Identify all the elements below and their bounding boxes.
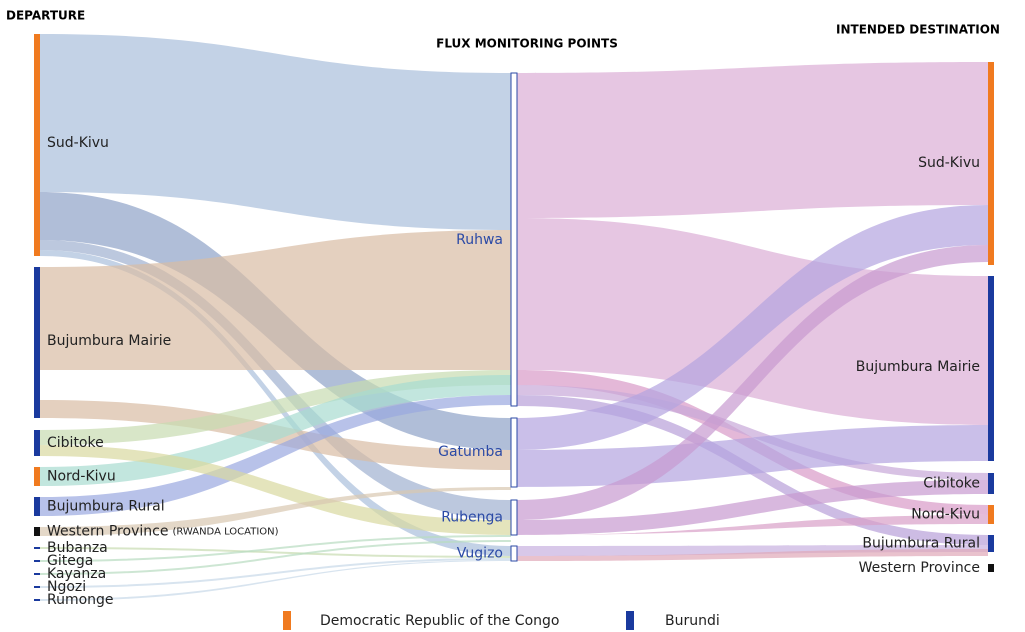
destination-node [988,535,994,552]
monitoring-header: FLUX MONITORING POINTS [436,37,618,51]
legend-swatch-drc [283,611,291,630]
flow [40,558,511,588]
destination-node [988,473,994,494]
departure-label: Rumonge [47,592,114,608]
departure-node [34,599,40,601]
flow [40,487,511,536]
departure-node [34,527,40,536]
destination-header: INTENDED DESTINATION [836,23,1000,37]
departure-label: Gitega [47,553,93,569]
departure-label: Kayanza [47,566,106,582]
monitoring-label: Rubenga [441,510,503,526]
monitoring-label: Vugizo [457,546,503,562]
flow [517,62,988,218]
departure-label: Bujumbura Mairie [47,333,171,349]
destination-node [988,564,994,572]
destination-label: Bujumbura Rural [862,536,980,552]
departure-label: Bubanza [47,540,108,556]
departure-label-note: (RWANDA LOCATION) [172,527,278,538]
destination-label: Western Province [859,560,980,576]
flow [40,547,511,558]
departure-header: DEPARTURE [6,9,85,23]
departure-label: Cibitoke [47,435,104,451]
flow [40,230,511,370]
monitoring-node [510,72,518,407]
departure-node [34,547,40,549]
destination-label: Cibitoke [923,476,980,492]
destination-label: Nord-Kivu [911,507,980,523]
nodes [34,34,994,601]
destination-label: Sud-Kivu [918,155,980,171]
flow [40,395,511,516]
departure-label: Nord-Kivu [47,469,116,485]
departure-node [34,467,40,486]
flow [517,549,988,561]
flow [40,34,511,230]
legend-label: Burundi [665,613,720,629]
destination-node [988,62,994,265]
departure-label: Sud-Kivu [47,135,109,151]
departure-node [34,586,40,588]
legend-label: Democratic Republic of the Congo [320,613,559,629]
monitoring-node [510,545,518,562]
destination-node [988,505,994,524]
flow [40,240,511,520]
monitoring-node [510,499,518,536]
flow [517,515,988,535]
flow [517,480,988,535]
monitoring-node [510,417,518,488]
flow [517,385,988,480]
flow [40,560,511,601]
departure-label: Western Province (RWANDA LOCATION) [47,524,279,540]
departure-node [34,430,40,456]
flow [40,540,511,575]
departure-node [34,497,40,516]
destination-label: Bujumbura Mairie [856,359,980,375]
departure-label: Bujumbura Rural [47,499,165,515]
departure-label: Ngozi [47,579,86,595]
flow [40,535,511,562]
destination-node [988,276,994,461]
departure-label-name: Western Province [47,524,168,540]
departure-node [34,267,40,418]
flow [517,245,988,520]
flow [40,445,511,535]
departure-node [34,34,40,256]
flow [517,545,988,556]
monitoring-label: Ruhwa [456,232,503,248]
monitoring-label: Gatumba [438,444,503,460]
flow [517,425,988,487]
departure-node [34,573,40,575]
departure-node [34,560,40,562]
flows [40,34,988,601]
flow [517,205,988,450]
legend-swatch-burundi [626,611,634,630]
